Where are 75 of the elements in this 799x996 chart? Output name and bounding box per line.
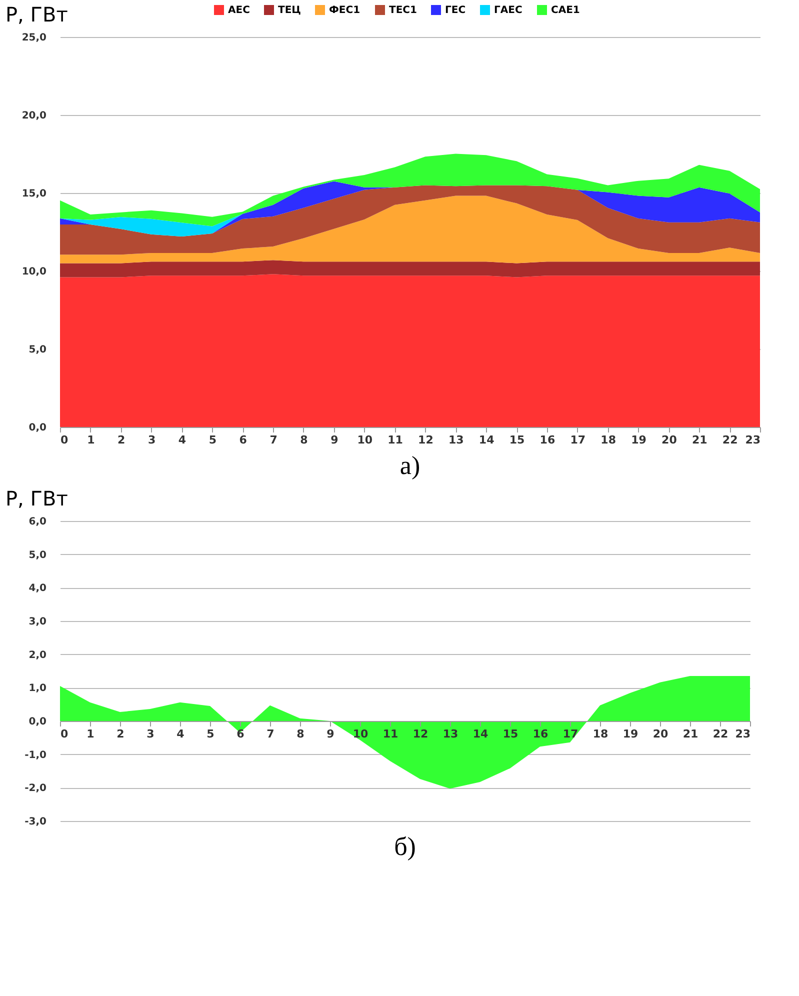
x-tick-label: 15 [509, 434, 525, 446]
x-tick-label: 13 [442, 728, 458, 740]
x-tick-label: 18 [600, 434, 616, 446]
y-tick-label: 20,0 [22, 110, 47, 122]
y-tick-label: 5,0 [28, 344, 47, 356]
x-tick-label: 4 [178, 434, 186, 446]
legend-label: ТЕС1 [389, 5, 417, 16]
x-tick-label: 5 [206, 728, 214, 740]
x-tick-label: 0 [60, 434, 68, 446]
x-tick-label: 8 [300, 434, 308, 446]
x-tick-label: 8 [296, 728, 304, 740]
y-tick-label: 15,0 [22, 188, 47, 200]
x-tick-label: 7 [266, 728, 274, 740]
x-tick-label: 21 [682, 728, 698, 740]
x-tick-label: 14 [478, 434, 495, 446]
legend-label: АЕС [228, 5, 250, 16]
legend-label: ФЕС1 [329, 5, 360, 16]
x-tick-label: 11 [382, 728, 398, 740]
x-tick-label: 21 [692, 434, 708, 446]
x-tick-label: 3 [146, 728, 154, 740]
x-tick-label: 4 [176, 728, 185, 740]
legend-label: ГАЕС [494, 5, 522, 16]
y-axis-title: P, ГВт [6, 486, 68, 510]
x-tick-label: 12 [412, 728, 428, 740]
y-tick-label: 0,0 [28, 716, 47, 728]
text: а) [400, 451, 420, 480]
y-tick-label: 1,0 [28, 683, 47, 694]
y-tick-label: 5,0 [28, 550, 47, 561]
x-tick-label: 23 [745, 434, 760, 446]
y-tick-label: -2,0 [24, 783, 47, 794]
x-tick-label: 7 [270, 434, 278, 446]
x-tick-label: 2 [116, 728, 124, 740]
x-tick-label: 19 [631, 434, 646, 446]
x-tick-label: 14 [472, 728, 488, 740]
x-tick-label: 17 [570, 434, 586, 446]
legend-label: ГЕС [445, 5, 466, 16]
legend-label: ТЕЦ [278, 5, 301, 16]
x-tick-label: 1 [86, 728, 94, 740]
x-tick-label: 15 [502, 728, 518, 740]
y-tick-label: 10,0 [22, 266, 47, 278]
x-tick-label: 11 [388, 434, 403, 446]
x-tick-label: 22 [712, 728, 728, 740]
x-tick-label: 16 [532, 728, 548, 740]
x-tick-label: 1 [87, 434, 95, 446]
legend-label: САЕ1 [551, 5, 580, 16]
x-tick-label: 0 [60, 728, 68, 740]
x-tick-label: 22 [722, 434, 738, 446]
x-tick-label: 23 [735, 728, 750, 740]
x-tick-label: 17 [562, 728, 578, 740]
x-tick-label: 5 [208, 434, 216, 446]
y-tick-label: 4,0 [28, 583, 47, 594]
x-tick-label: 18 [592, 728, 608, 740]
y-tick-label: 6,0 [28, 516, 47, 528]
y-tick-label: -1,0 [24, 750, 47, 761]
x-tick-label: 19 [622, 728, 638, 740]
text: б) [394, 832, 416, 861]
x-tick-label: 16 [540, 434, 556, 446]
x-tick-label: 12 [418, 434, 434, 446]
x-tick-label: 10 [352, 728, 368, 740]
y-tick-label: 25,0 [22, 32, 47, 44]
y-tick-label: -3,0 [24, 816, 47, 828]
x-tick-label: 20 [662, 434, 678, 446]
x-tick-label: 9 [330, 434, 338, 446]
y-tick-label: 2,0 [28, 650, 47, 661]
x-tick-label: 20 [652, 728, 668, 740]
x-tick-label: 9 [326, 728, 334, 740]
x-tick-label: 2 [118, 434, 126, 446]
y-tick-label: 0,0 [28, 422, 47, 434]
y-tick-label: 3,0 [28, 616, 47, 628]
x-tick-label: 10 [357, 434, 373, 446]
x-tick-label: 13 [448, 434, 464, 446]
x-tick-label: 3 [148, 434, 156, 446]
x-tick-label: 6 [239, 434, 248, 446]
y-axis-title: P, ГВт [6, 2, 68, 26]
x-tick-label: 6 [236, 728, 245, 740]
